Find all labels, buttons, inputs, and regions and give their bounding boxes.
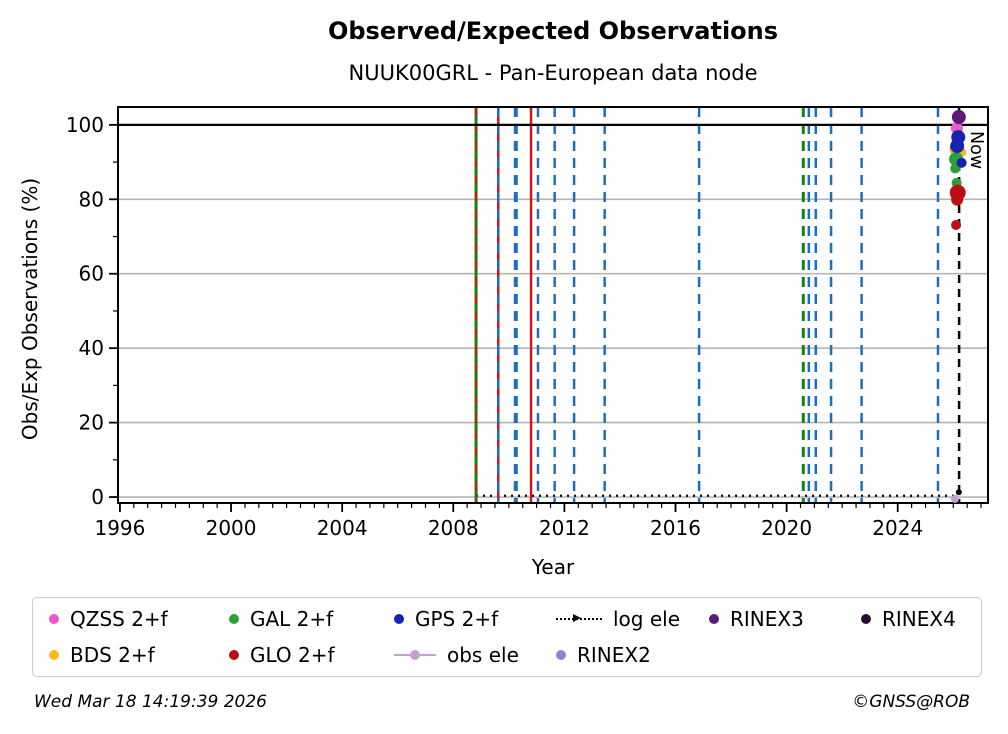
qzss-marker-icon <box>49 614 59 624</box>
x-tick-label: 2020 <box>761 516 812 540</box>
x-tick-label: 2024 <box>872 516 923 540</box>
legend-item-rinex2: RINEX2 <box>556 643 709 667</box>
legend-label: QZSS 2+f <box>70 607 168 631</box>
rinex4-marker-icon <box>861 614 871 624</box>
legend-item-rinex4: RINEX4 <box>861 607 981 631</box>
legend-item-qzss: QZSS 2+f <box>49 607 229 631</box>
legend-item-log-ele: log ele <box>556 607 709 631</box>
legend-label: GAL 2+f <box>250 607 334 631</box>
x-tick-label: 2000 <box>206 516 257 540</box>
legend-item-gal: GAL 2+f <box>229 607 394 631</box>
plot-frame <box>117 106 989 504</box>
legend-label: GLO 2+f <box>250 643 335 667</box>
page-title: Observed/Expected Observations <box>327 17 779 45</box>
x-tick-label: 2016 <box>650 516 701 540</box>
data-point <box>951 193 964 206</box>
page-subtitle: NUUK00GRL - Pan-European data node <box>348 61 758 85</box>
data-point <box>956 157 967 168</box>
y-tick-label: 0 <box>91 485 104 509</box>
gps-marker-icon <box>394 614 404 624</box>
log-ele-arrow-icon <box>573 614 581 622</box>
legend-item-glo: GLO 2+f <box>229 643 394 667</box>
y-tick-label: 80 <box>79 187 104 211</box>
data-point <box>950 494 959 503</box>
now-label: Now <box>966 131 986 169</box>
legend-item-gps: GPS 2+f <box>394 607 556 631</box>
log-ele-dotted-line-icon <box>556 614 602 622</box>
data-point <box>951 219 962 230</box>
x-tick-label: 2008 <box>428 516 479 540</box>
y-tick-label: 100 <box>66 113 104 137</box>
legend-label: GPS 2+f <box>415 607 499 631</box>
legend-label: obs ele <box>447 643 519 667</box>
glo-marker-icon <box>229 650 239 660</box>
data-point <box>955 489 962 496</box>
x-tick-label: 1996 <box>94 516 145 540</box>
legend-label: RINEX3 <box>730 607 804 631</box>
y-tick-label: 60 <box>79 262 104 286</box>
copyright-credit: ©GNSS@ROB <box>852 692 970 712</box>
legend-label: RINEX2 <box>577 643 651 667</box>
legend-item-bds: BDS 2+f <box>49 643 229 667</box>
y-tick-label: 40 <box>79 336 104 360</box>
legend-item-rinex3: RINEX3 <box>709 607 861 631</box>
x-tick-label: 2004 <box>317 516 368 540</box>
x-axis-title: Year <box>531 555 575 579</box>
legend-label: RINEX4 <box>882 607 956 631</box>
gal-marker-icon <box>229 614 239 624</box>
bds-marker-icon <box>49 650 59 660</box>
rinex3-marker-icon <box>709 614 719 624</box>
data-point <box>951 110 966 125</box>
legend-label: BDS 2+f <box>70 643 155 667</box>
obs-ele-line-icon <box>394 650 436 661</box>
chart-legend: QZSS 2+f GAL 2+f GPS 2+f log ele RINEX3 … <box>32 597 982 677</box>
rinex2-marker-icon <box>556 650 566 660</box>
x-tick-label: 2012 <box>539 516 590 540</box>
y-tick-label: 20 <box>79 411 104 435</box>
plot-timestamp: Wed Mar 18 14:19:39 2026 <box>34 692 267 712</box>
legend-item-obs-ele: obs ele <box>394 643 556 667</box>
obs-ele-dot-icon <box>410 650 420 661</box>
legend-label: log ele <box>613 607 681 631</box>
data-point <box>950 139 965 154</box>
